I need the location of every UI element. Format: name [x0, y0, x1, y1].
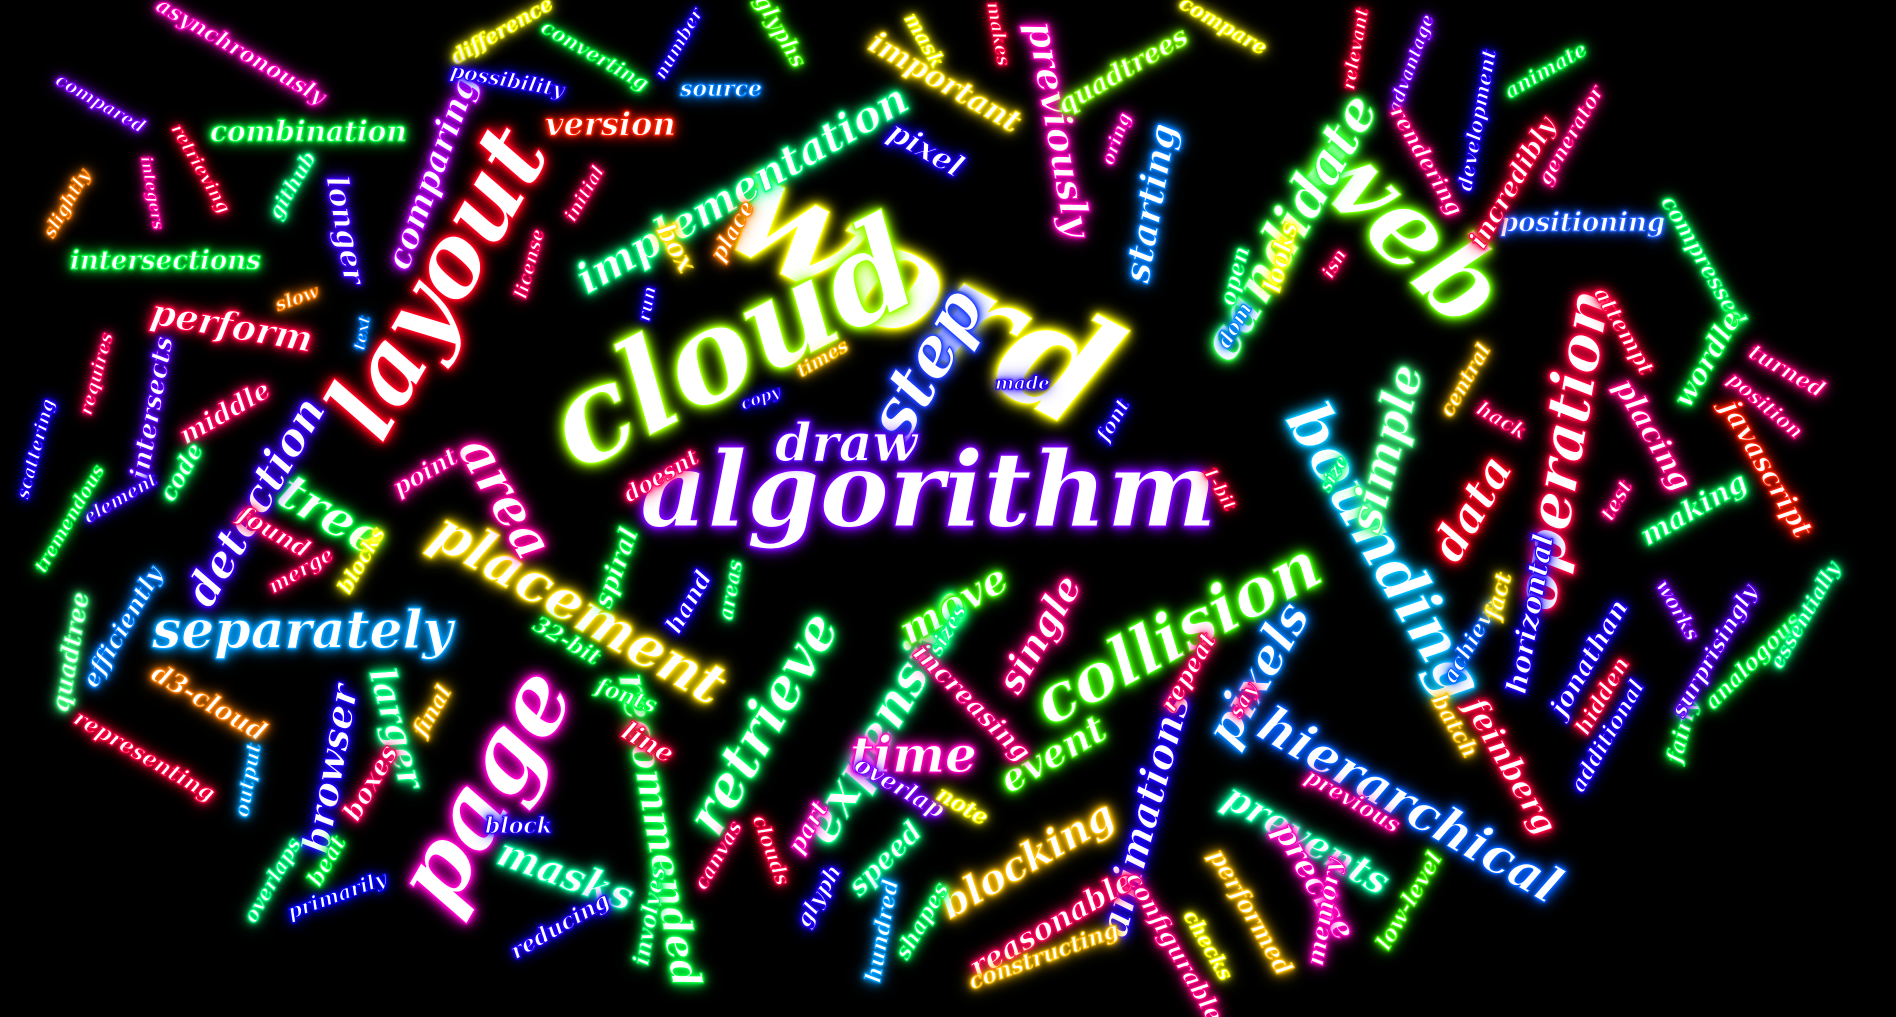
word: representing [69, 705, 221, 808]
word: advantage [1383, 11, 1439, 117]
word: fact [1479, 569, 1518, 623]
word: number [650, 4, 709, 84]
word: requires [75, 330, 118, 418]
word: compared [51, 69, 149, 138]
word: oring [1097, 109, 1136, 168]
word: longer [318, 173, 372, 288]
word: initial [560, 162, 609, 226]
word: compressed [1655, 191, 1752, 332]
word: integers [136, 154, 169, 232]
word: starting [1115, 120, 1186, 287]
word: data [1419, 445, 1524, 571]
word: combination [210, 115, 408, 148]
word: slightly [39, 165, 96, 242]
word: essentially [1764, 557, 1845, 673]
word: source [679, 76, 763, 102]
word: output [229, 741, 267, 820]
word: intersections [70, 246, 262, 276]
word: works [1651, 575, 1706, 645]
word: quadtree [45, 589, 96, 714]
word: canvas [688, 816, 748, 894]
word: asynchronously [151, 0, 331, 111]
word: middle [174, 374, 277, 452]
word: clouds [747, 811, 796, 889]
word: recommended [608, 669, 711, 991]
word: time [850, 725, 978, 784]
word: wordle [1666, 304, 1749, 413]
word: animate [1500, 36, 1592, 104]
word: spiral [588, 523, 646, 613]
word: primarily [284, 866, 391, 925]
word: d3-cloud [146, 658, 272, 749]
word: development [1452, 47, 1502, 194]
word: hack [1472, 396, 1531, 445]
word: areas [713, 558, 748, 623]
word: glyph [790, 860, 848, 933]
word: separately [152, 600, 454, 661]
word: code [152, 437, 210, 507]
word: makes [981, 0, 1014, 68]
word: masks [491, 828, 641, 921]
word: previously [1018, 17, 1101, 241]
word: hand [658, 565, 718, 639]
word: github [263, 147, 322, 224]
word: scattering [12, 396, 60, 502]
word: glyphs [748, 0, 812, 73]
word: browser [292, 681, 367, 857]
word: quadtrees [1052, 21, 1194, 121]
word: version [545, 105, 677, 143]
word: reducing [505, 887, 615, 966]
word: block [484, 813, 553, 839]
word: note [932, 781, 993, 832]
word: pixel [881, 114, 970, 186]
word: positioning [1499, 208, 1666, 238]
word: draw [774, 413, 918, 474]
word: relevant [1338, 6, 1374, 92]
word: algorithm [640, 428, 1218, 551]
word: made [995, 373, 1051, 394]
word: final [407, 680, 458, 742]
word: slow [272, 281, 322, 317]
word: test [1595, 475, 1638, 525]
word: compare [1175, 0, 1272, 60]
